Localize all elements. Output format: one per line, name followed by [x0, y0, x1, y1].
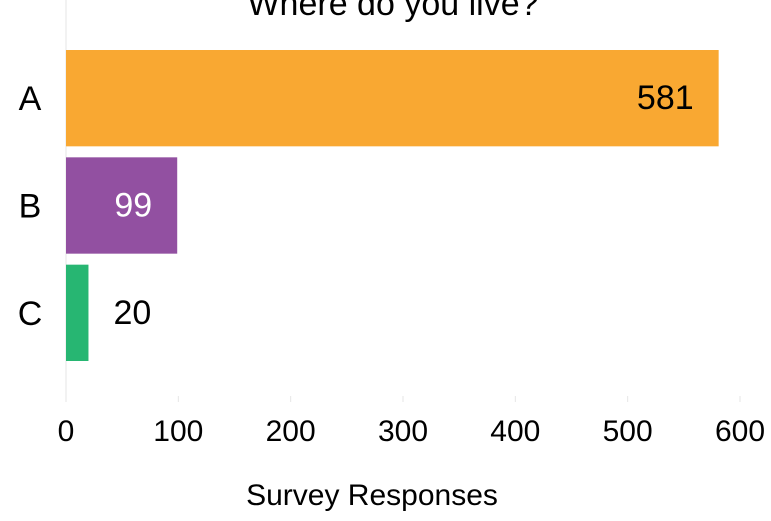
x-tick-label: 200 — [266, 415, 316, 448]
y-tick-label: A — [19, 80, 42, 118]
y-tick-label: C — [18, 295, 43, 333]
bar — [66, 157, 178, 254]
x-axis-label: Survey Responses — [246, 479, 498, 512]
x-tick-label: 300 — [378, 415, 428, 448]
x-tick-label: 600 — [715, 415, 765, 448]
x-tick-label: 0 — [58, 415, 75, 448]
x-tick-label: 500 — [603, 415, 653, 448]
value-label: 581 — [637, 79, 694, 117]
chart-title: Where do you live? — [247, 0, 538, 23]
bar — [66, 50, 719, 147]
value-label: 99 — [114, 186, 152, 224]
x-tick-label: 100 — [153, 415, 203, 448]
bar — [66, 264, 89, 361]
x-tick-label: 400 — [490, 415, 540, 448]
y-tick-label: B — [19, 187, 42, 225]
value-label: 20 — [113, 294, 151, 332]
